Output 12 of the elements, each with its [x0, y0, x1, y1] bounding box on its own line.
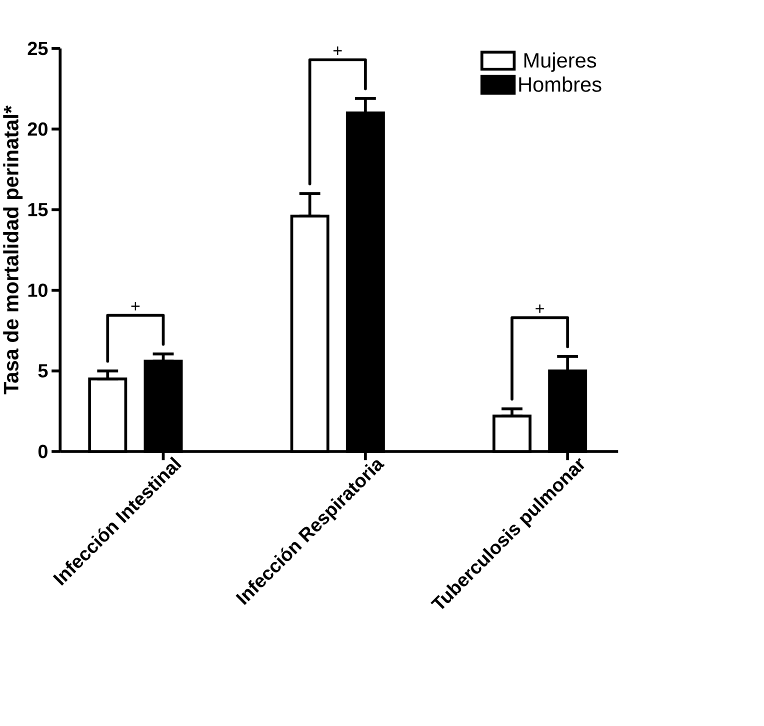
y-tick-label: 15 — [28, 202, 48, 216]
annotation: + — [333, 46, 342, 55]
y-tick-label: 10 — [28, 283, 48, 297]
legend-label: Mujeres — [524, 52, 596, 72]
y-axis-title: Tasa de mortalidad perinatal* — [3, 105, 23, 394]
y-tick-label: 25 — [28, 42, 48, 56]
legend-label: Hombres — [519, 76, 602, 92]
y-tick-label: 20 — [28, 122, 48, 136]
y-tick-label: 0 — [38, 444, 48, 458]
annotation: + — [131, 302, 140, 310]
y-tick-label: 5 — [38, 364, 48, 378]
annotation: + — [536, 304, 544, 313]
